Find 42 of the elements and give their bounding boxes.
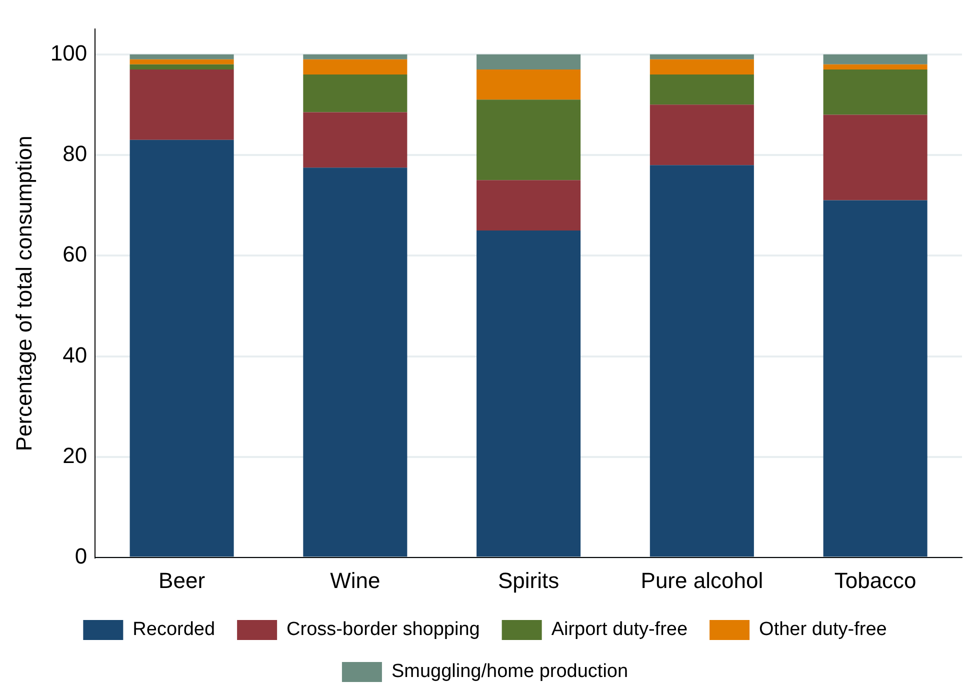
bar <box>650 54 754 60</box>
legend-label: Cross-border shopping <box>286 619 480 640</box>
bar <box>650 74 754 105</box>
bar <box>303 112 408 168</box>
legend-label: Smuggling/home production <box>391 661 628 682</box>
bar <box>130 64 234 70</box>
y-tick-label: 40 <box>62 342 88 368</box>
bar <box>476 180 581 230</box>
legend-label: Airport duty-free <box>551 619 688 640</box>
bar <box>650 165 754 557</box>
y-tick-label: 80 <box>62 141 88 166</box>
bar <box>130 69 234 140</box>
bar <box>823 69 928 115</box>
bar <box>823 54 928 64</box>
x-tick-label: Spirits <box>498 568 560 593</box>
y-axis-title: Percentage of total consumption <box>11 136 36 452</box>
bar <box>303 59 408 74</box>
bar <box>823 114 928 200</box>
bar <box>303 74 408 112</box>
legend-label: Other duty-free <box>759 619 887 640</box>
x-tick-label: Pure alcohol <box>640 568 764 593</box>
bar <box>823 200 928 557</box>
x-tick-label: Beer <box>158 568 206 593</box>
bar <box>823 64 928 70</box>
bar <box>476 230 581 557</box>
legend-label: Recorded <box>132 619 216 640</box>
bar <box>303 168 408 557</box>
bar <box>476 100 581 180</box>
bar <box>130 59 234 64</box>
bar <box>130 140 234 557</box>
bar <box>476 69 581 100</box>
y-tick-label: 60 <box>62 242 88 267</box>
bar <box>130 54 234 60</box>
y-tick-label: 100 <box>50 40 88 66</box>
x-tick-label: Tobacco <box>834 568 916 593</box>
y-tick-label: 0 <box>74 544 88 569</box>
bar <box>650 104 754 166</box>
x-tick-label: Wine <box>330 568 380 593</box>
bar <box>650 59 754 74</box>
bar <box>303 54 408 60</box>
bar <box>476 54 581 70</box>
y-tick-label: 20 <box>62 443 88 468</box>
